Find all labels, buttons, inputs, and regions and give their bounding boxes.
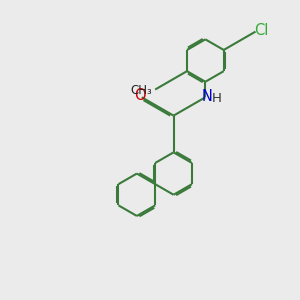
Text: CH₃: CH₃ (130, 85, 152, 98)
Text: N: N (201, 89, 212, 104)
Text: Cl: Cl (254, 23, 268, 38)
Text: H: H (212, 92, 221, 105)
Text: O: O (134, 88, 146, 103)
